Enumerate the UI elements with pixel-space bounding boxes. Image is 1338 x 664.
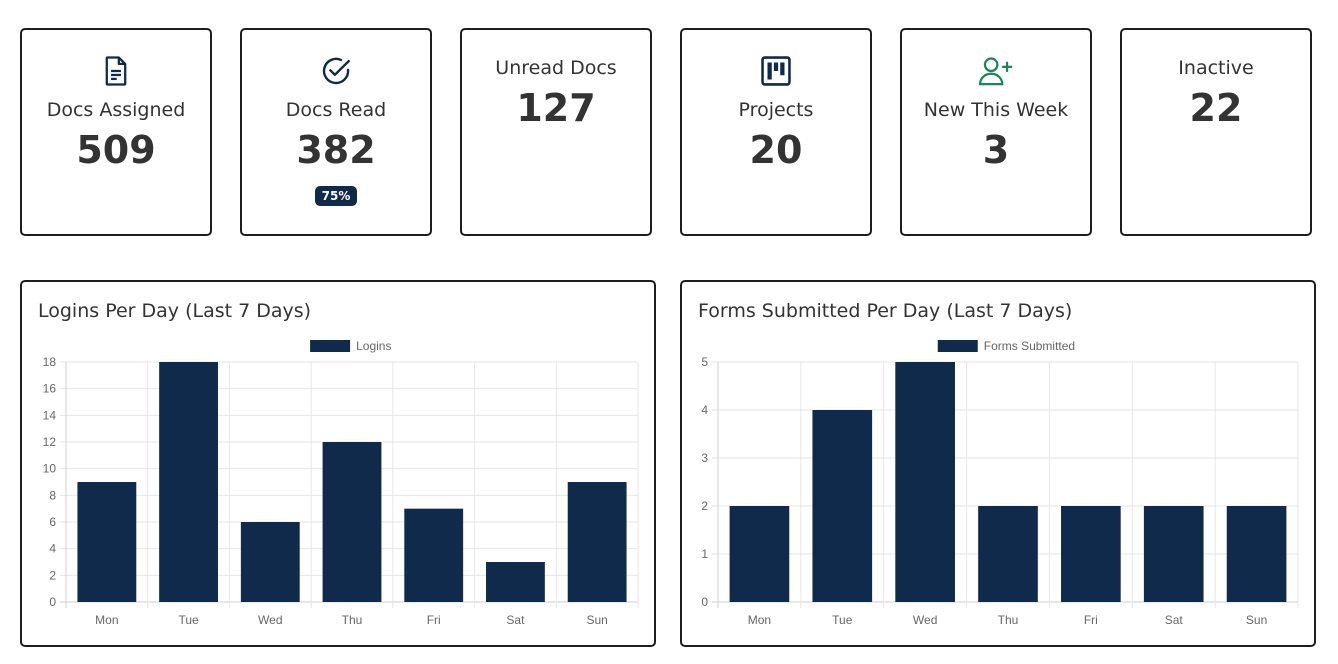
bar-sat[interactable] <box>486 562 545 602</box>
stat-card-new-this-week: New This Week 3 <box>900 28 1092 236</box>
kanban-board-icon <box>761 56 791 86</box>
logins-bar-chart: Logins 0 2 4 6 8 10 12 14 16 18 Mon Tue Wed Thu Fri Sat S… <box>43 339 639 627</box>
check-circle-icon <box>322 57 350 85</box>
bar-tue[interactable] <box>812 410 873 602</box>
stat-value: 22 <box>1189 86 1243 130</box>
stat-value: 20 <box>749 128 803 172</box>
legend-label: Logins <box>356 339 391 353</box>
bar-sat[interactable] <box>1143 506 1204 602</box>
y-tick-label: 14 <box>43 408 57 422</box>
x-tick-label: Sat <box>1165 613 1184 627</box>
x-tick-label: Sun <box>586 613 607 627</box>
legend-swatch <box>310 340 351 352</box>
x-tick-label: Mon <box>95 613 118 627</box>
y-tick-label: 0 <box>49 595 56 609</box>
x-tick-label: Fri <box>1084 613 1098 627</box>
bar-sun[interactable] <box>567 482 627 602</box>
x-tick-label: Sun <box>1246 613 1267 627</box>
bar-fri[interactable] <box>1061 506 1121 602</box>
stat-value: 509 <box>76 128 156 172</box>
logins-chart-panel: Logins Per Day (Last 7 Days) Logins 0 2 4 6 8… <box>20 280 656 647</box>
stat-card-docs-read: Docs Read 382 75% <box>240 28 432 236</box>
y-tick-label: 12 <box>43 435 57 449</box>
y-tick-label: 2 <box>49 568 56 582</box>
bar-tue[interactable] <box>159 362 218 602</box>
y-tick-label: 1 <box>701 547 708 561</box>
stat-card-docs-assigned: Docs Assigned 509 <box>20 28 212 236</box>
y-tick-label: 2 <box>701 499 708 513</box>
x-tick-label: Thu <box>342 613 363 627</box>
read-percentage-badge: 75% <box>314 186 358 206</box>
bar-mon[interactable] <box>729 506 790 602</box>
chart-title: Forms Submitted Per Day (Last 7 Days) <box>698 300 1073 322</box>
document-icon <box>105 56 127 86</box>
x-tick-label: Wed <box>913 613 937 627</box>
x-tick-label: Thu <box>998 613 1019 627</box>
chart-legend[interactable]: Forms Submitted <box>937 339 1075 353</box>
bar-wed[interactable] <box>895 362 955 602</box>
x-tick-label: Fri <box>427 613 441 627</box>
forms-bar-chart: Forms Submitted 0 1 2 3 4 5 Mon Tue Wed Thu Fri Sat S… <box>701 339 1299 627</box>
y-tick-label: 4 <box>701 403 708 417</box>
y-tick-label: 18 <box>43 355 57 369</box>
stat-value: 127 <box>516 86 596 130</box>
stat-card-inactive: Inactive 22 <box>1120 28 1312 236</box>
bar-sun[interactable] <box>1226 506 1287 602</box>
bar-wed[interactable] <box>240 522 300 602</box>
bar-thu[interactable] <box>322 442 382 602</box>
x-tick-label: Tue <box>832 613 853 627</box>
y-tick-label: 5 <box>701 355 708 369</box>
stat-label: Projects <box>738 99 814 121</box>
x-tick-label: Tue <box>178 613 199 627</box>
bar-thu[interactable] <box>978 506 1038 602</box>
y-tick-label: 6 <box>49 515 56 529</box>
forms-chart-panel: Forms Submitted Per Day (Last 7 Days) Fo… <box>680 280 1316 647</box>
chart-title: Logins Per Day (Last 7 Days) <box>38 300 312 322</box>
y-tick-label: 0 <box>701 595 708 609</box>
stat-label: Inactive <box>1178 57 1254 79</box>
stat-label: Docs Read <box>285 99 387 121</box>
y-tick-label: 4 <box>49 542 56 556</box>
y-tick-label: 10 <box>43 462 57 476</box>
stat-value: 382 <box>296 128 376 172</box>
y-tick-label: 8 <box>49 488 56 502</box>
user-plus-icon <box>978 57 1013 86</box>
stat-label: Unread Docs <box>495 57 617 79</box>
bar-mon[interactable] <box>77 482 137 602</box>
chart-legend[interactable]: Logins <box>310 339 391 353</box>
bar-fri[interactable] <box>404 508 464 602</box>
x-tick-label: Sat <box>506 613 525 627</box>
stat-label: Docs Assigned <box>46 99 186 121</box>
stat-card-unread-docs: Unread Docs 127 <box>460 28 652 236</box>
y-tick-label: 16 <box>43 382 57 396</box>
legend-swatch <box>937 340 978 352</box>
y-tick-label: 3 <box>701 451 708 465</box>
x-tick-label: Mon <box>748 613 771 627</box>
stat-value: 3 <box>982 128 1010 172</box>
stat-label: New This Week <box>923 99 1069 121</box>
stat-card-projects: Projects 20 <box>680 28 872 236</box>
legend-label: Forms Submitted <box>984 339 1075 353</box>
x-tick-label: Wed <box>258 613 282 627</box>
